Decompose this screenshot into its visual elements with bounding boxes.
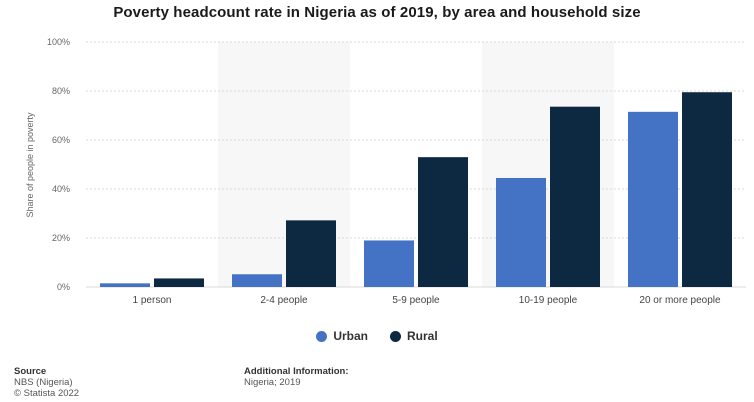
y-axis-label: Share of people in poverty <box>25 112 35 218</box>
y-tick-label: 100% <box>47 37 70 47</box>
chart-title: Poverty headcount rate in Nigeria as of … <box>113 4 641 21</box>
legend-swatch-urban <box>316 330 328 342</box>
y-tick-label: 0% <box>57 282 70 292</box>
additional-info-block: Additional Information: Nigeria; 2019 <box>244 366 349 388</box>
bar-rural-2[interactable] <box>286 220 336 287</box>
bar-urban-2[interactable] <box>232 274 282 287</box>
y-tick-label: 40% <box>52 184 70 194</box>
source-block: Source NBS (Nigeria) © Statista 2022 <box>14 366 79 399</box>
chart-legend: Urban Rural <box>0 329 754 343</box>
bar-rural-4[interactable] <box>550 106 600 288</box>
y-tick-label: 80% <box>52 86 70 96</box>
bar-urban-4[interactable] <box>496 177 546 287</box>
legend-label-urban: Urban <box>333 329 368 343</box>
source-heading: Source <box>14 366 47 377</box>
y-tick-label: 60% <box>52 135 70 145</box>
bars <box>100 92 732 288</box>
source-name: NBS (Nigeria) <box>14 377 73 388</box>
source-copyright: © Statista 2022 <box>14 388 80 399</box>
bar-urban-1[interactable] <box>100 283 150 287</box>
legend-label-rural: Rural <box>406 329 438 343</box>
x-tick-label: 2-4 people <box>260 295 308 306</box>
x-tick-label: 1 person <box>133 295 172 306</box>
x-tick-label: 10-19 people <box>519 295 578 306</box>
legend-item-rural[interactable]: Rural <box>389 329 438 343</box>
bar-rural-1[interactable] <box>154 278 204 287</box>
bar-urban-3[interactable] <box>364 240 414 287</box>
additional-info-heading: Additional Information: <box>244 366 349 377</box>
bar-rural-5[interactable] <box>682 92 732 287</box>
bar-rural-3[interactable] <box>418 157 468 287</box>
x-tick-label: 5-9 people <box>392 295 440 306</box>
y-tick-label: 20% <box>52 233 70 243</box>
x-axis-ticks: 1 person 2-4 people 5-9 people 10-19 people… <box>133 295 721 306</box>
bar-urban-5[interactable] <box>628 111 678 287</box>
y-axis-ticks: 0% 20% 40% 60% 80% 100% <box>47 37 70 292</box>
additional-info-text: Nigeria; 2019 <box>244 377 301 388</box>
legend-swatch-rural <box>389 330 401 342</box>
legend-item-urban[interactable]: Urban <box>316 329 368 343</box>
x-tick-label: 20 or more people <box>639 295 721 306</box>
